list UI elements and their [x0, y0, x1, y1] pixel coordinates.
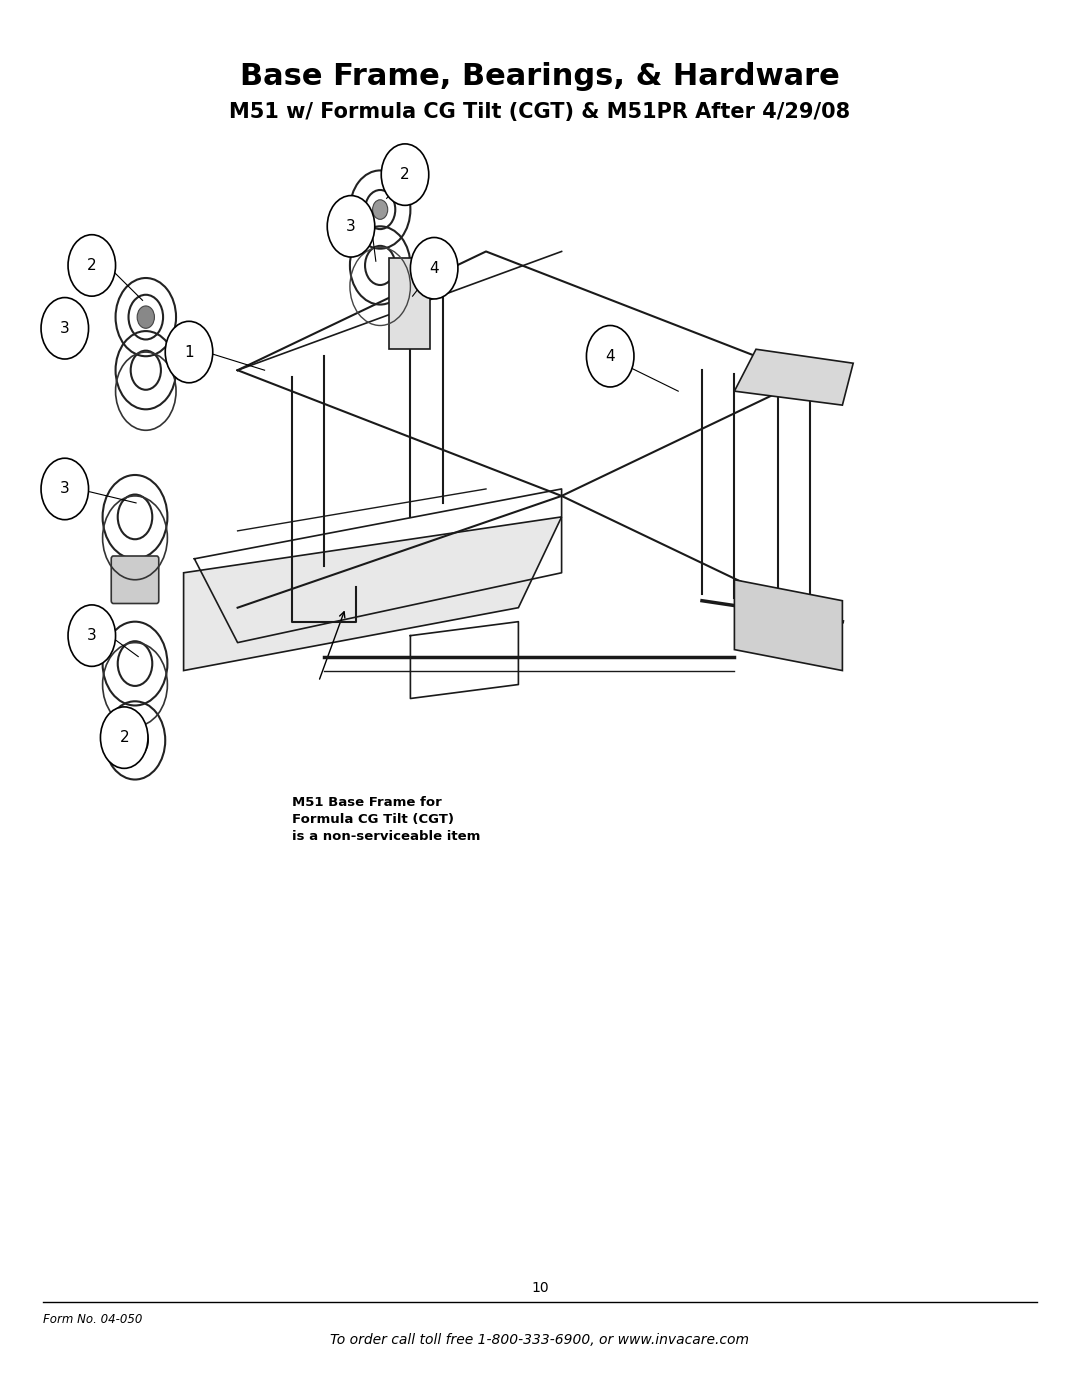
- Circle shape: [373, 200, 388, 219]
- Text: 2: 2: [87, 258, 96, 272]
- Text: M51 w/ Formula CG Tilt (CGT) & M51PR After 4/29/08: M51 w/ Formula CG Tilt (CGT) & M51PR Aft…: [229, 102, 851, 122]
- Text: 4: 4: [430, 261, 438, 275]
- Text: 4: 4: [606, 349, 615, 363]
- Polygon shape: [734, 580, 842, 671]
- Text: 2: 2: [401, 168, 409, 182]
- Circle shape: [68, 605, 116, 666]
- Circle shape: [381, 144, 429, 205]
- FancyBboxPatch shape: [389, 258, 430, 349]
- Circle shape: [68, 235, 116, 296]
- Text: To order call toll free 1-800-333-6900, or www.invacare.com: To order call toll free 1-800-333-6900, …: [330, 1333, 750, 1347]
- Circle shape: [327, 196, 375, 257]
- Text: 3: 3: [346, 219, 356, 233]
- Circle shape: [165, 321, 213, 383]
- Text: M51 Base Frame for
Formula CG Tilt (CGT)
is a non-serviceable item: M51 Base Frame for Formula CG Tilt (CGT)…: [292, 796, 480, 844]
- Text: 3: 3: [86, 629, 97, 643]
- Text: Base Frame, Bearings, & Hardware: Base Frame, Bearings, & Hardware: [240, 63, 840, 91]
- Circle shape: [137, 306, 154, 328]
- Polygon shape: [734, 349, 853, 405]
- Text: 2: 2: [120, 731, 129, 745]
- Polygon shape: [184, 517, 562, 671]
- Circle shape: [586, 326, 634, 387]
- Text: 1: 1: [185, 345, 193, 359]
- FancyBboxPatch shape: [111, 556, 159, 604]
- Circle shape: [41, 458, 89, 520]
- Circle shape: [100, 707, 148, 768]
- Text: Form No. 04-050: Form No. 04-050: [43, 1313, 143, 1326]
- Circle shape: [410, 237, 458, 299]
- Text: 3: 3: [59, 482, 70, 496]
- Circle shape: [41, 298, 89, 359]
- Text: 3: 3: [59, 321, 70, 335]
- Text: 10: 10: [531, 1281, 549, 1295]
